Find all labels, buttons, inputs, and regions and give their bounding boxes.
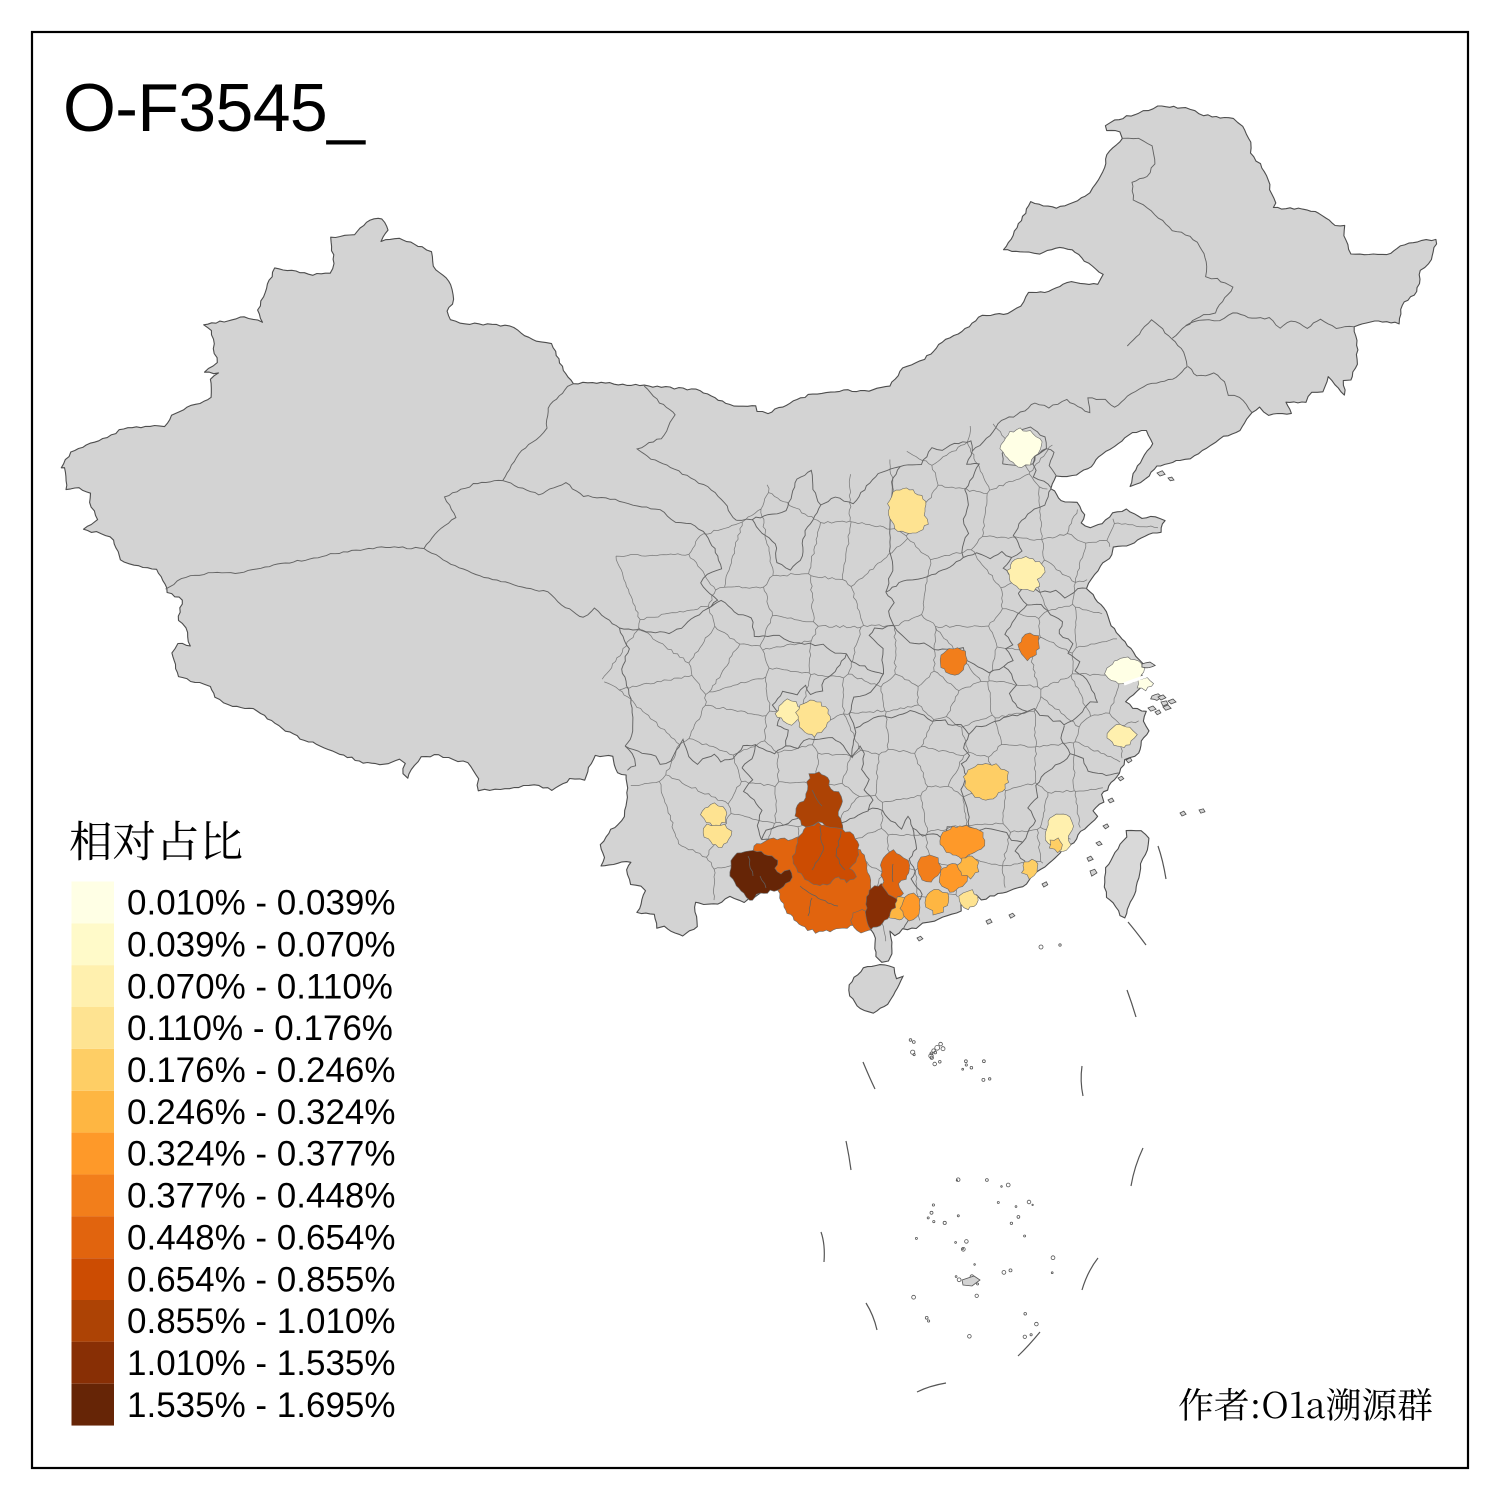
svg-text:1.010% - 1.535%: 1.010% - 1.535% (127, 1344, 396, 1383)
svg-text:0.448% - 0.654%: 0.448% - 0.654% (127, 1218, 396, 1257)
svg-text:O-F3545_: O-F3545_ (63, 70, 366, 146)
svg-text:0.246% - 0.324%: 0.246% - 0.324% (127, 1093, 396, 1132)
svg-text:0.324% - 0.377%: 0.324% - 0.377% (127, 1135, 396, 1174)
svg-text:0.176% - 0.246%: 0.176% - 0.246% (127, 1051, 396, 1090)
svg-text:0.110% - 0.176%: 0.110% - 0.176% (127, 1009, 393, 1048)
svg-text:0.855% - 1.010%: 0.855% - 1.010% (127, 1302, 396, 1341)
svg-text:0.070% - 0.110%: 0.070% - 0.110% (127, 967, 393, 1006)
svg-text:1.535% - 1.695%: 1.535% - 1.695% (127, 1386, 396, 1425)
svg-text:0.039% - 0.070%: 0.039% - 0.070% (127, 926, 396, 965)
svg-text:0.654% - 0.855%: 0.654% - 0.855% (127, 1260, 396, 1299)
svg-text:0.010% - 0.039%: 0.010% - 0.039% (127, 884, 396, 923)
svg-text:0.377% - 0.448%: 0.377% - 0.448% (127, 1177, 396, 1216)
